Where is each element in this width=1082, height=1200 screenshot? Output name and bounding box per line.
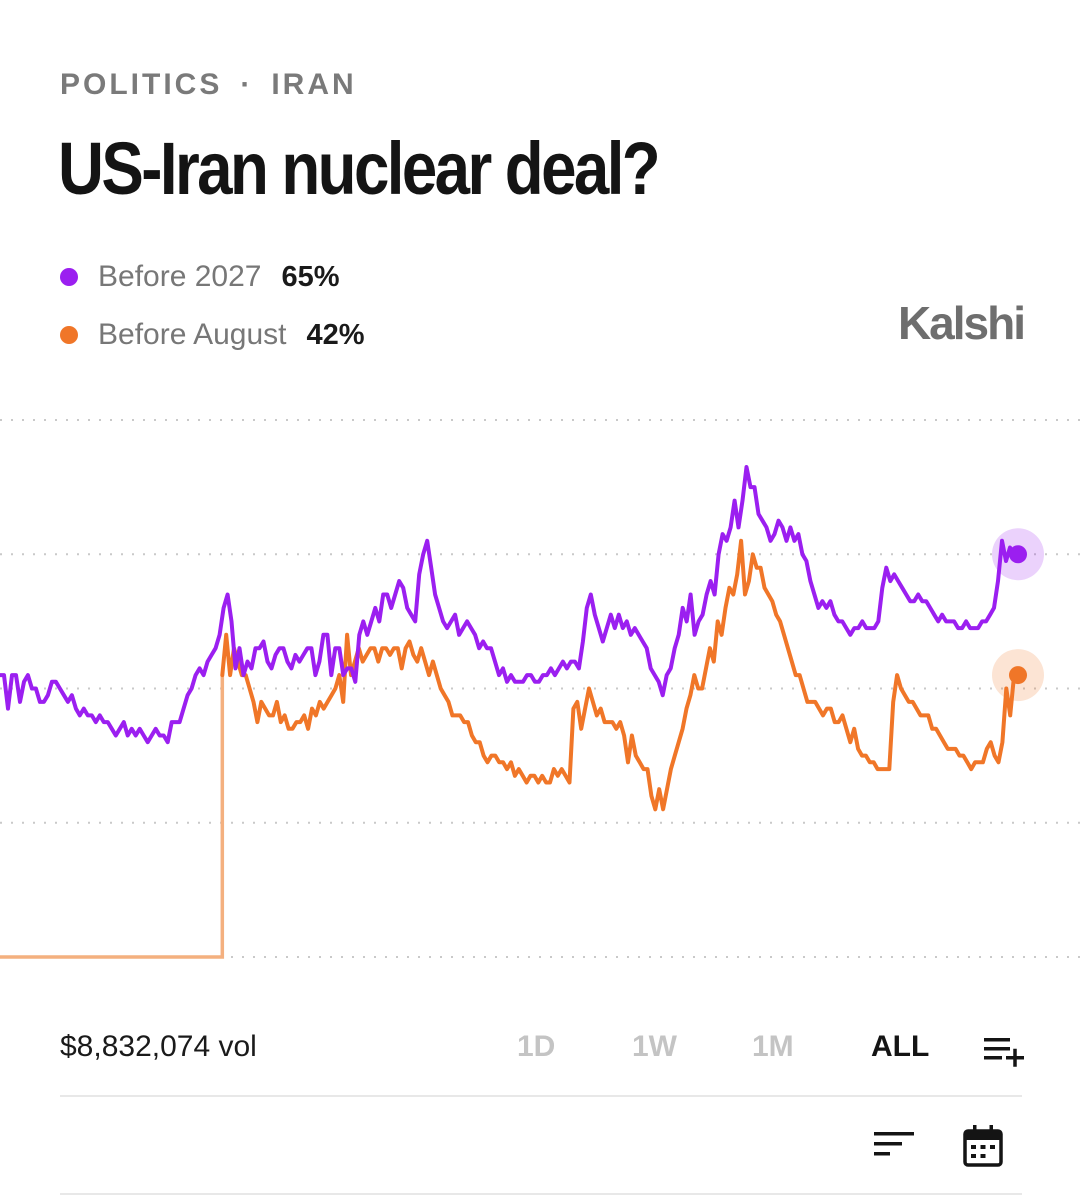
divider <box>60 1193 1022 1195</box>
legend: Before 2027 65% Before August 42% <box>60 255 365 371</box>
breadcrumb-separator: · <box>240 68 254 101</box>
subcategory-label[interactable]: IRAN <box>271 68 357 101</box>
sort-icon[interactable] <box>874 1130 916 1165</box>
page-title: US-Iran nuclear deal? <box>58 127 661 210</box>
volume-label: $8,832,074 vol <box>60 1030 257 1063</box>
range-1w-button[interactable]: 1W <box>632 1030 677 1063</box>
range-1m-button[interactable]: 1M <box>752 1030 794 1063</box>
series-endpoint-dot[interactable] <box>1009 666 1027 685</box>
legend-label: Before 2027 <box>98 260 262 293</box>
breadcrumb[interactable]: POLITICS · IRAN <box>60 68 357 102</box>
range-all-button[interactable]: ALL <box>871 1030 930 1063</box>
legend-dot-icon <box>60 268 78 286</box>
before-august-series-line <box>220 538 1020 812</box>
range-1d-button[interactable]: 1D <box>517 1030 556 1063</box>
legend-value: 42% <box>306 318 365 351</box>
legend-item-before-august[interactable]: Before August 42% <box>60 313 365 357</box>
divider <box>60 1095 1022 1097</box>
time-range-selector: 1D 1W 1M ALL <box>0 1030 1082 1070</box>
legend-dot-icon <box>60 326 78 344</box>
legend-item-before-2027[interactable]: Before 2027 65% <box>60 255 365 299</box>
before-2027-series-line <box>0 465 1020 745</box>
calendar-icon[interactable] <box>962 1124 1004 1173</box>
category-label[interactable]: POLITICS <box>60 68 223 101</box>
add-to-list-icon[interactable] <box>984 1034 1026 1073</box>
legend-value: 65% <box>281 260 340 293</box>
series-endpoint-dot[interactable] <box>1009 545 1027 564</box>
legend-label: Before August <box>98 318 287 351</box>
kalshi-logo: Kalshi <box>897 297 1026 349</box>
before-august-preamble-line <box>0 675 225 959</box>
price-chart[interactable] <box>0 400 1082 980</box>
